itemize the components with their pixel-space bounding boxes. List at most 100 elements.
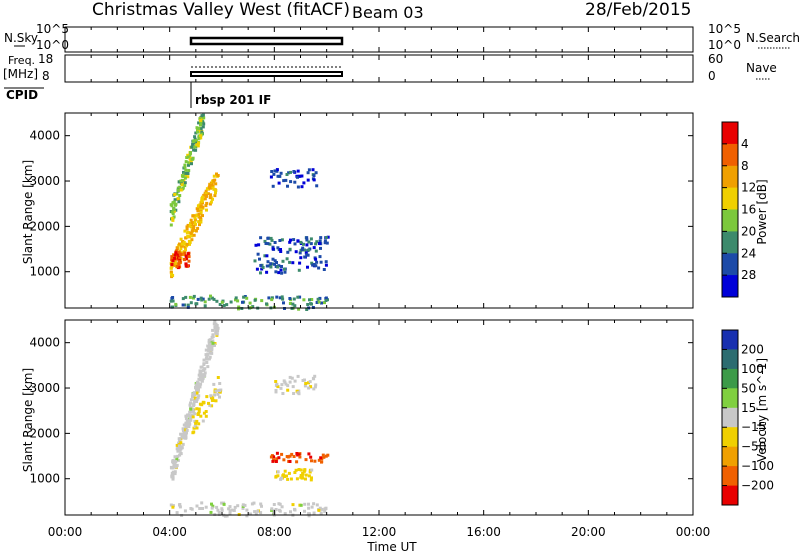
echo-cell — [323, 507, 327, 511]
echo-cell — [175, 443, 179, 447]
echo-cell — [251, 305, 255, 309]
echo-cell — [198, 117, 202, 121]
echo-cell — [214, 191, 217, 195]
echo-cell — [286, 477, 290, 481]
echo-cell — [309, 478, 313, 482]
echo-cell — [260, 299, 264, 303]
echo-cell — [310, 505, 314, 509]
echo-cell — [277, 508, 281, 512]
echo-cell — [184, 242, 187, 246]
echo-cell — [169, 270, 173, 274]
echo-cell — [177, 444, 181, 448]
echo-cell — [202, 411, 206, 415]
echo-cell — [209, 510, 213, 514]
echo-cell — [212, 297, 216, 301]
echo-cell — [197, 220, 201, 224]
y-tick-label: 2000 — [29, 219, 60, 233]
echo-cell — [312, 174, 316, 177]
echo-cell — [176, 198, 180, 201]
echo-cell — [208, 196, 212, 200]
echo-cell — [182, 436, 186, 440]
colorbar-swatch — [722, 427, 738, 448]
echo-cell — [291, 302, 295, 306]
echo-cell — [193, 216, 197, 220]
echo-cell — [195, 126, 199, 130]
echo-cell — [197, 121, 201, 125]
echo-cell — [257, 243, 261, 247]
echo-cell — [264, 242, 268, 245]
echo-cell — [188, 224, 192, 228]
echo-cell — [307, 168, 311, 172]
echo-cell — [288, 375, 292, 379]
echo-cell — [269, 265, 273, 269]
colorbar-tick-label: 4 — [741, 137, 749, 151]
colorbar-swatch — [722, 466, 738, 486]
freq-label: Freq. — [8, 54, 35, 67]
echo-cell — [216, 508, 220, 512]
echo-cell — [315, 503, 319, 507]
echo-cell — [263, 254, 267, 258]
echo-cell — [298, 455, 302, 459]
echo-cell — [293, 379, 297, 383]
echo-cell — [273, 259, 277, 263]
echo-cell — [314, 242, 318, 246]
echo-cell — [241, 506, 245, 510]
echo-cell — [199, 382, 203, 386]
echo-cell — [270, 507, 274, 511]
echo-cell — [187, 163, 190, 167]
echo-cell — [286, 388, 290, 392]
echo-cell — [308, 470, 312, 474]
echo-cell — [207, 297, 211, 301]
echo-cell — [205, 187, 209, 191]
echo-cell — [303, 255, 307, 259]
echo-cell — [196, 383, 200, 387]
echo-cell — [218, 303, 222, 306]
echo-cell — [186, 153, 190, 157]
echo-cell — [182, 434, 186, 438]
echo-cell — [320, 301, 323, 305]
echo-cell — [169, 503, 173, 507]
echo-cell — [216, 174, 220, 177]
freq-trace — [190, 71, 343, 77]
nsky-trace — [189, 36, 344, 46]
echo-cell — [234, 298, 237, 302]
echo-cell — [323, 301, 326, 305]
echo-cell — [237, 307, 240, 311]
echo-cell — [189, 507, 193, 510]
cpid-program: rbsp 201 IF — [195, 93, 271, 107]
echo-cell — [245, 296, 249, 300]
velocity-frame — [64, 319, 694, 516]
echo-cell — [196, 396, 200, 400]
power-y-ticks: 1000 2000 3000 4000 — [29, 129, 693, 279]
echo-cell — [197, 394, 201, 398]
colorbar-tick-label: −200 — [741, 479, 774, 493]
echo-cell — [203, 371, 207, 375]
echo-cell — [304, 473, 308, 477]
echo-cell — [179, 237, 183, 241]
nsky-right-tick-bottom: 10^0 — [708, 38, 741, 52]
echo-cell — [245, 514, 249, 518]
echo-cell — [178, 253, 182, 257]
echo-cell — [200, 501, 204, 505]
echo-cell — [283, 512, 287, 516]
echo-cell — [304, 251, 308, 255]
echo-cell — [306, 303, 310, 306]
echo-cell — [194, 421, 198, 425]
echo-cell — [305, 308, 309, 311]
echo-cell — [183, 184, 187, 187]
echo-cell — [190, 162, 193, 166]
echo-cell — [305, 243, 309, 247]
echo-cell — [182, 428, 186, 432]
echo-cell — [197, 127, 201, 130]
echo-cell — [184, 423, 188, 427]
echo-cell — [200, 114, 204, 118]
echo-cell — [294, 468, 298, 472]
echo-cell — [192, 391, 196, 395]
echo-cell — [318, 296, 322, 300]
echo-cell — [184, 262, 188, 266]
echo-cell — [186, 235, 190, 238]
echo-cell — [185, 414, 189, 418]
echo-cell — [181, 186, 185, 190]
echo-cell — [184, 248, 187, 252]
echo-cell — [216, 376, 220, 379]
